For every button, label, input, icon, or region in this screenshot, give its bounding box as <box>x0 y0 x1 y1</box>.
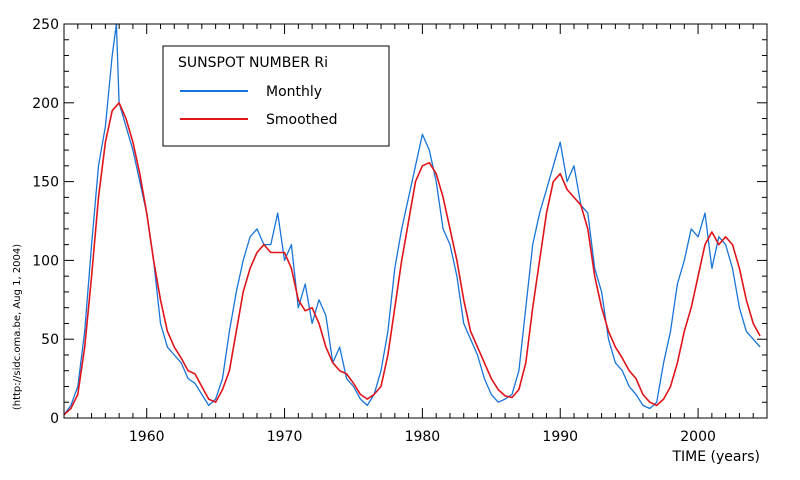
y-tick-label: 50 <box>41 332 59 348</box>
series-layer <box>63 23 761 416</box>
ticks-layer: 1960 1970 1980 1990 2000 0 50 100 150 200 250 <box>32 17 768 445</box>
source-credit: (http://sidc.oma.be, Aug 1, 2004) <box>12 244 23 410</box>
x-tick-label: 1970 <box>267 429 303 445</box>
series-line-smoothed <box>63 102 761 416</box>
series-line-monthly <box>63 23 761 416</box>
y-tick-label: 200 <box>32 96 59 112</box>
y-tick-label: 0 <box>50 411 59 427</box>
x-tick-label: 1990 <box>542 429 578 445</box>
x-tick-label: 1960 <box>129 429 165 445</box>
x-tick-label: 2000 <box>680 429 716 445</box>
x-tick-label: 1980 <box>405 429 441 445</box>
legend-label-monthly: Monthly <box>266 84 322 100</box>
x-axis-label: TIME (years) <box>671 449 760 465</box>
legend-label-smoothed: Smoothed <box>266 112 338 128</box>
legend-box <box>162 45 390 147</box>
y-tick-label: 150 <box>32 175 59 191</box>
plot-frame <box>63 23 768 419</box>
legend: SUNSPOT NUMBER Ri Monthly Smoothed <box>162 45 390 147</box>
y-tick-label: 100 <box>32 253 59 269</box>
y-tick-label: 250 <box>32 17 59 33</box>
legend-title: SUNSPOT NUMBER Ri <box>178 55 328 71</box>
